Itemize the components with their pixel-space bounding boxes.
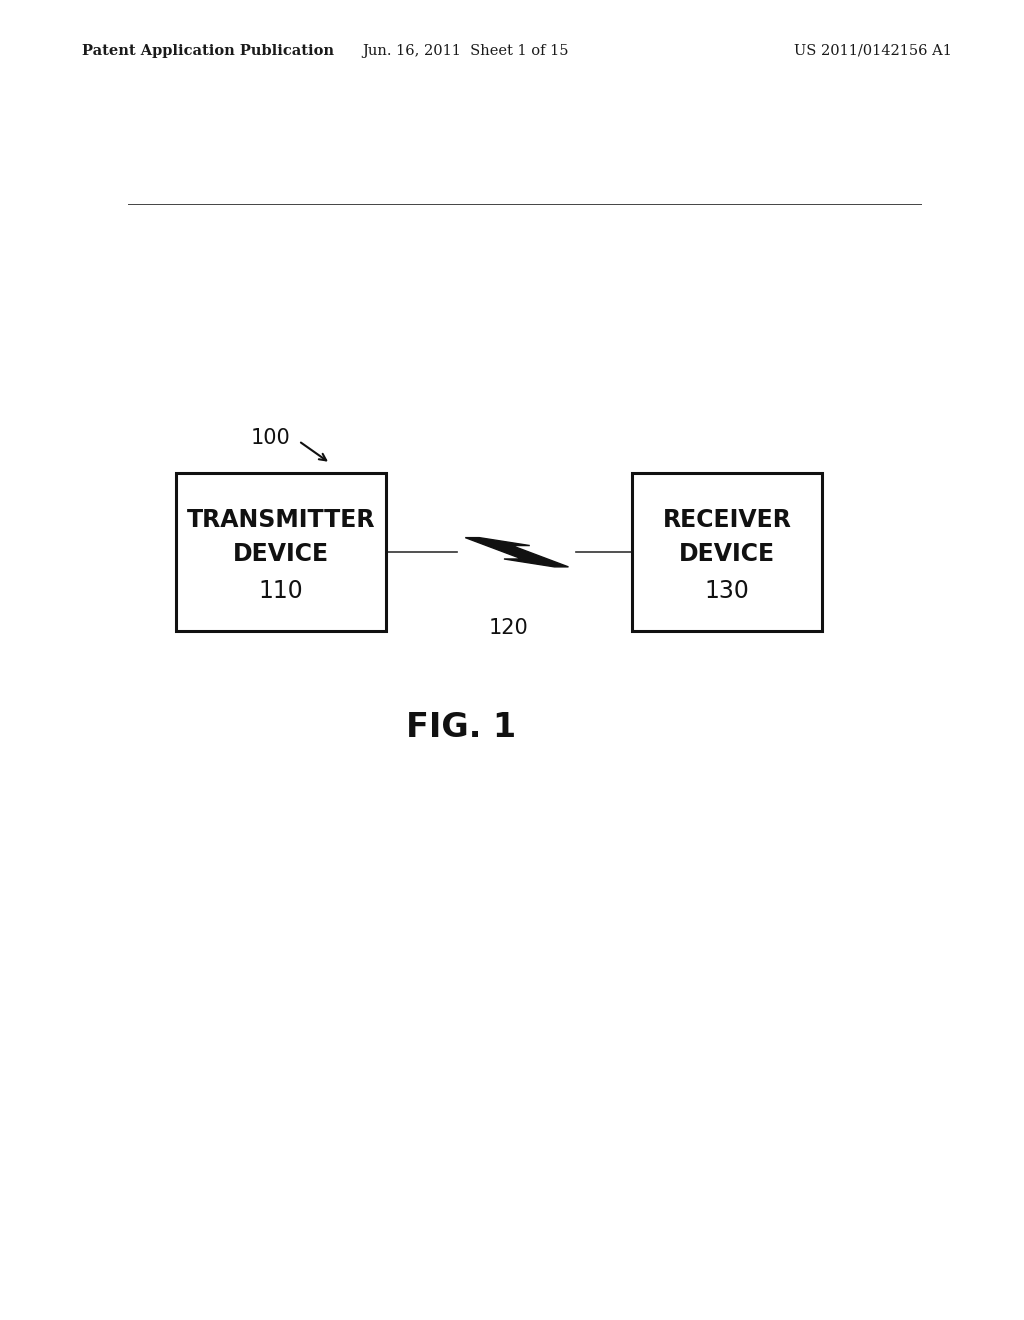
Bar — [632, 474, 822, 631]
Text: DEVICE: DEVICE — [232, 543, 329, 566]
Text: Jun. 16, 2011  Sheet 1 of 15: Jun. 16, 2011 Sheet 1 of 15 — [362, 44, 569, 58]
Text: DEVICE: DEVICE — [679, 543, 775, 566]
Text: 130: 130 — [705, 579, 750, 603]
Bar — [176, 474, 386, 631]
Polygon shape — [465, 537, 568, 566]
Text: Patent Application Publication: Patent Application Publication — [82, 44, 334, 58]
Text: RECEIVER: RECEIVER — [663, 508, 792, 532]
Text: 100: 100 — [251, 428, 291, 447]
Text: FIG. 1: FIG. 1 — [407, 711, 516, 744]
Text: 120: 120 — [489, 619, 528, 639]
Text: TRANSMITTER: TRANSMITTER — [186, 508, 375, 532]
Text: 110: 110 — [258, 579, 303, 603]
Text: US 2011/0142156 A1: US 2011/0142156 A1 — [795, 44, 952, 58]
